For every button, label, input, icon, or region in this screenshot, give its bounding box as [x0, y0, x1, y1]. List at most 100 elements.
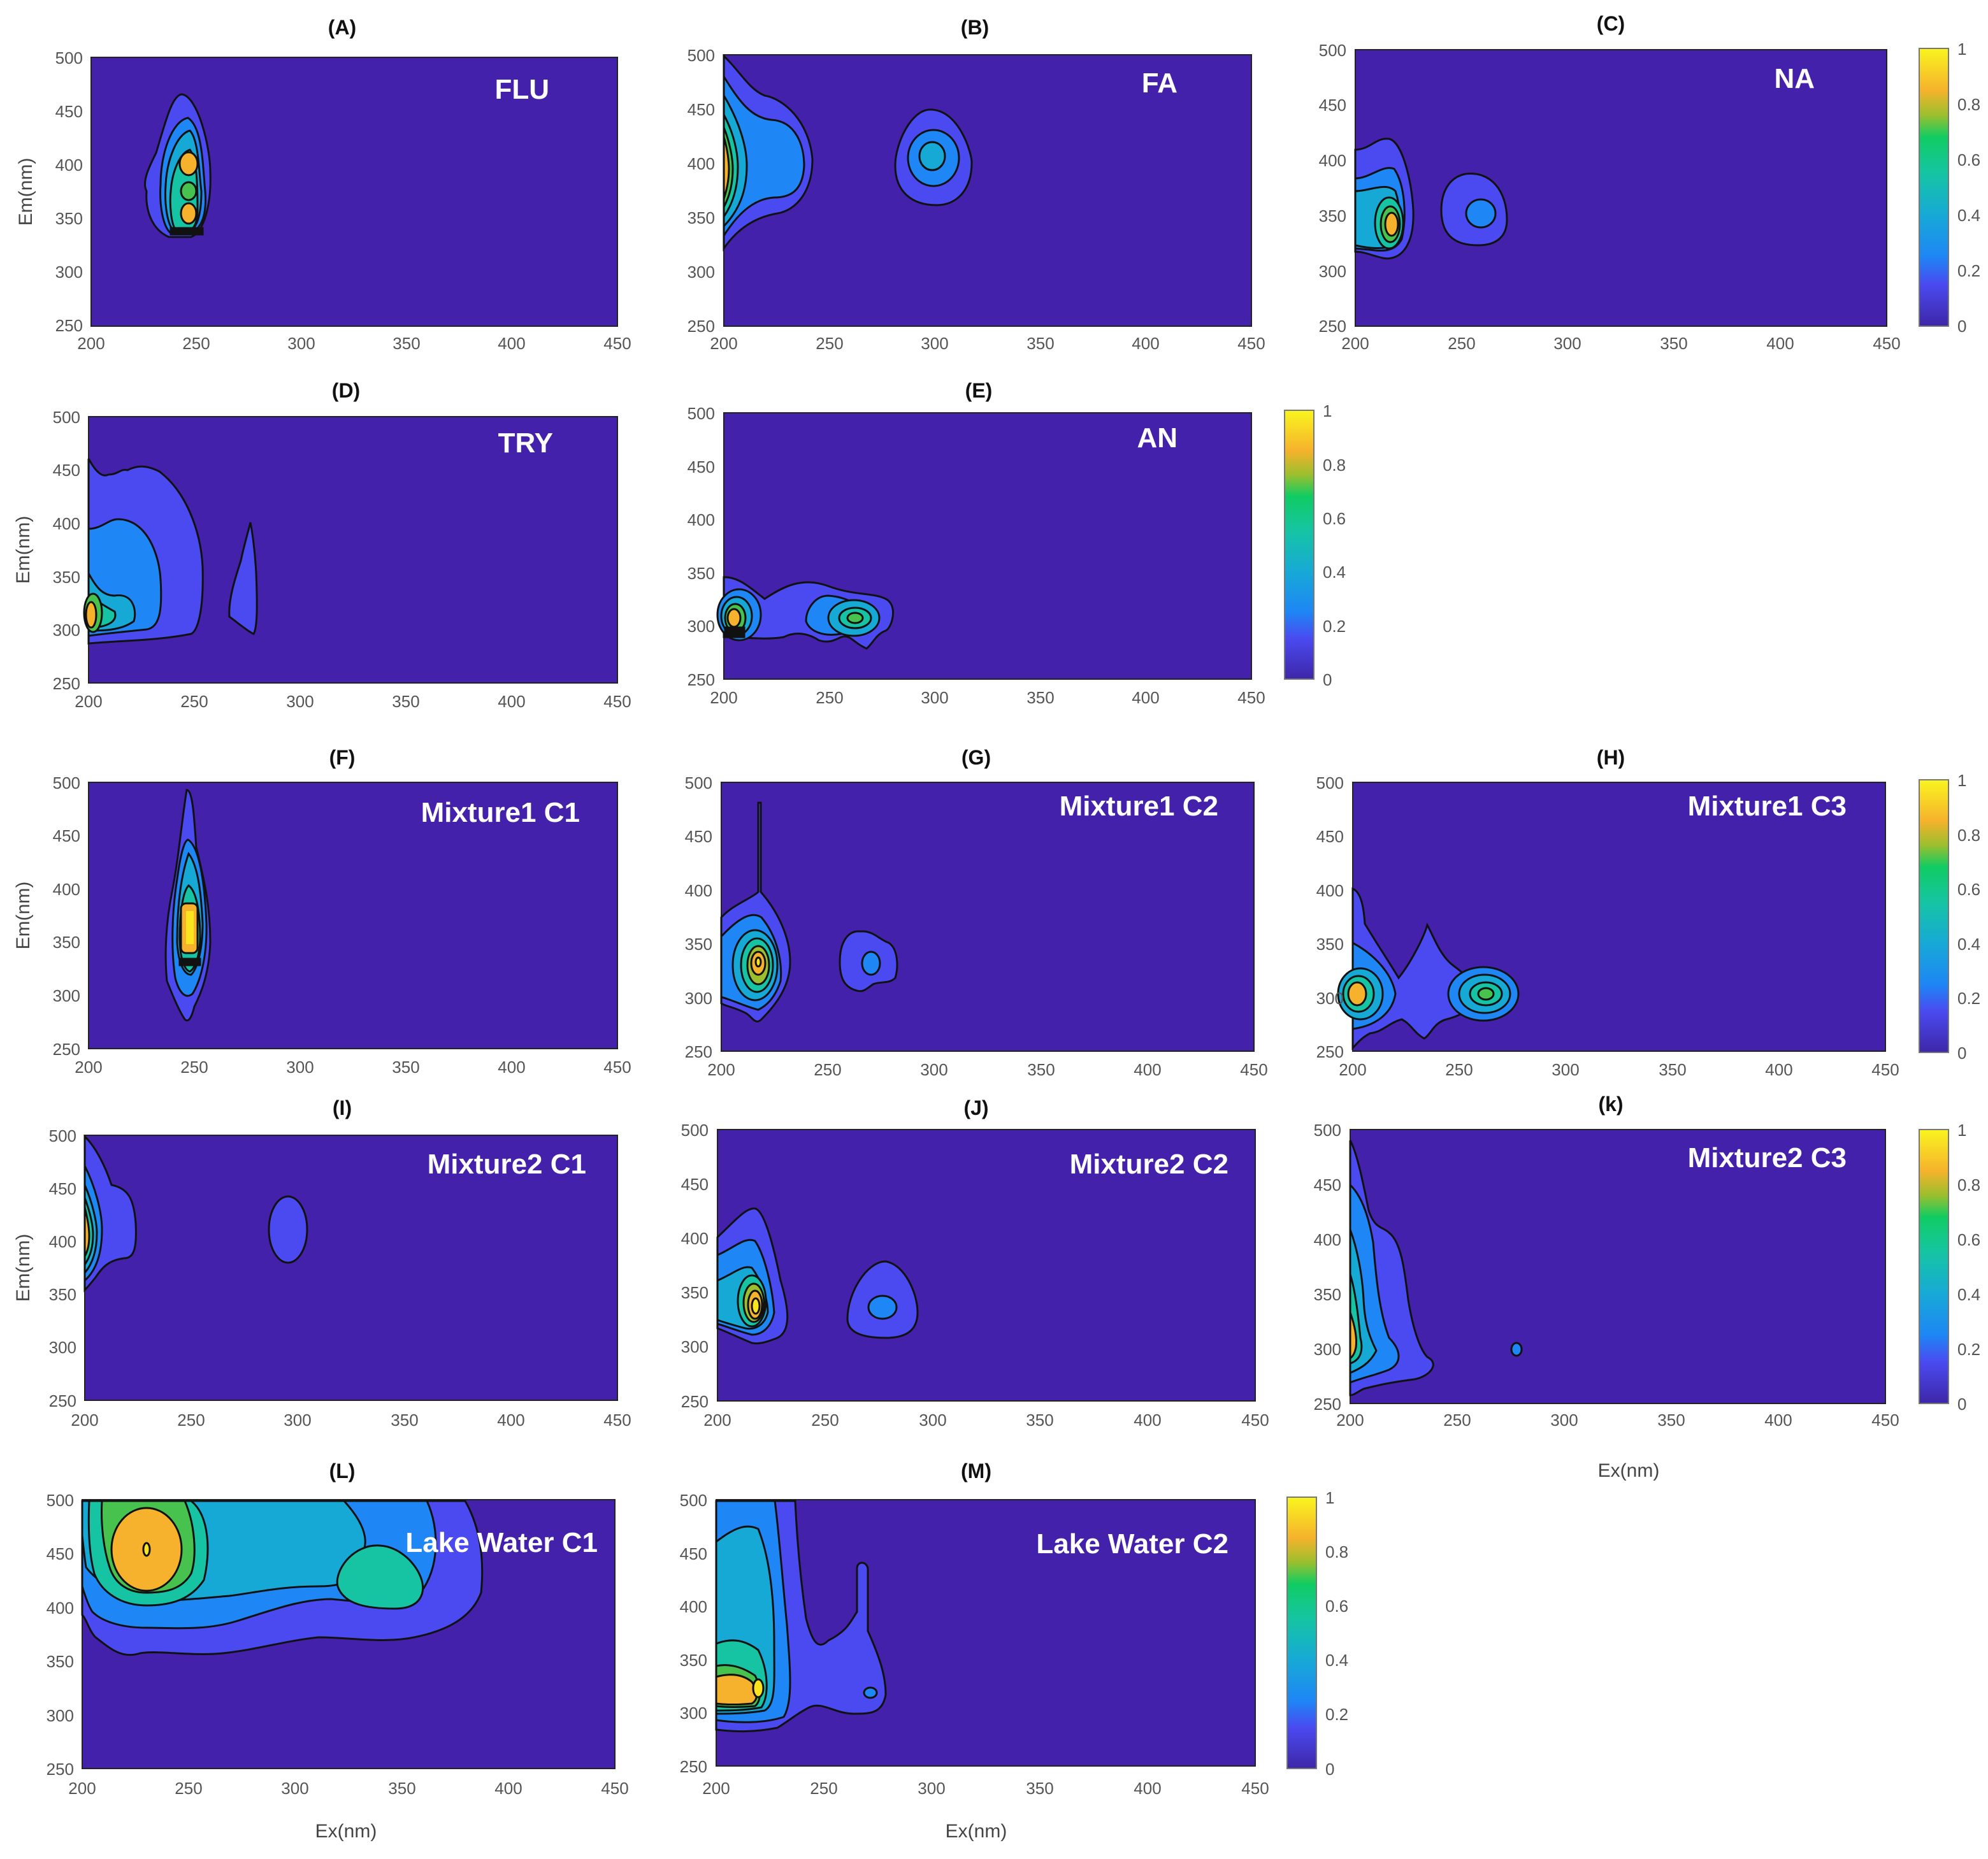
- svg-text:0.6: 0.6: [1957, 150, 1980, 169]
- svg-text:450: 450: [681, 1175, 709, 1194]
- svg-text:200: 200: [77, 334, 104, 353]
- panel-b: (B) FA 500 450 400 350 300 250 200 250 3…: [688, 16, 1265, 353]
- svg-text:250: 250: [811, 1410, 839, 1430]
- y-axis-label: Em(nm): [15, 158, 36, 226]
- svg-text:500: 500: [1314, 1121, 1341, 1140]
- svg-text:300: 300: [685, 989, 712, 1008]
- svg-text:400: 400: [498, 1058, 525, 1077]
- svg-text:250: 250: [180, 692, 208, 711]
- svg-text:300: 300: [284, 1410, 311, 1430]
- contours: [716, 576, 895, 650]
- svg-text:500: 500: [1316, 773, 1344, 793]
- svg-text:0.8: 0.8: [1957, 826, 1980, 845]
- svg-text:0.4: 0.4: [1325, 1651, 1348, 1670]
- svg-text:400: 400: [498, 334, 525, 353]
- panel-title: (C): [1597, 12, 1625, 35]
- panel-title: (B): [961, 16, 989, 39]
- panel-d: (D) TRY 500 450 400 350 300 250 200 250 …: [13, 379, 631, 711]
- svg-text:200: 200: [1339, 1060, 1366, 1079]
- svg-text:350: 350: [688, 208, 715, 227]
- svg-text:250: 250: [1314, 1395, 1341, 1414]
- svg-text:350: 350: [392, 692, 419, 711]
- panel-a: (A) FLU 500 450 400 350 300 250 200 250 …: [15, 16, 631, 353]
- svg-text:300: 300: [919, 1410, 946, 1430]
- svg-text:350: 350: [388, 1779, 415, 1798]
- component-label: Mixture2 C2: [1070, 1149, 1228, 1180]
- svg-text:450: 450: [1237, 688, 1265, 707]
- svg-text:0.6: 0.6: [1325, 1597, 1348, 1616]
- y-axis-label: Em(nm): [13, 1234, 34, 1302]
- svg-text:300: 300: [920, 1060, 947, 1079]
- x-ticks: 200 250 300 350 400 450: [71, 1410, 631, 1430]
- svg-text:450: 450: [680, 1544, 707, 1563]
- svg-text:300: 300: [921, 334, 948, 353]
- svg-text:350: 350: [1660, 334, 1687, 353]
- y-axis-label: Em(nm): [13, 516, 34, 584]
- svg-text:450: 450: [1319, 96, 1346, 115]
- svg-text:400: 400: [47, 1598, 74, 1618]
- colorbar-ticks: 1 0.8 0.6 0.4 0.2 0: [1957, 771, 1980, 1063]
- svg-text:300: 300: [1316, 989, 1344, 1008]
- svg-text:250: 250: [180, 1058, 208, 1077]
- svg-text:250: 250: [685, 1042, 712, 1061]
- colorbar-ticks: 1 0.8 0.6 0.4 0.2 0: [1323, 401, 1346, 689]
- svg-text:400: 400: [1314, 1230, 1341, 1249]
- x-ticks: 200 250 300 350 400 450: [75, 1058, 631, 1077]
- svg-text:200: 200: [68, 1779, 96, 1798]
- y-ticks: 500 450 400 350 300 250: [685, 773, 712, 1061]
- contours: [723, 54, 973, 252]
- x-ticks: 200 250 300 350 400 450: [77, 334, 631, 353]
- svg-text:1: 1: [1323, 401, 1332, 420]
- svg-text:300: 300: [286, 692, 313, 711]
- x-ticks: 200 250 300 350 400 450: [1341, 334, 1900, 353]
- svg-text:350: 350: [55, 209, 83, 228]
- svg-text:0.2: 0.2: [1957, 989, 1980, 1008]
- svg-text:300: 300: [918, 1779, 945, 1798]
- svg-text:400: 400: [1132, 334, 1159, 353]
- svg-text:1: 1: [1957, 771, 1966, 790]
- svg-text:300: 300: [53, 986, 80, 1005]
- svg-text:0: 0: [1957, 1044, 1966, 1063]
- panel-k: (k) Mixture2 C3 500 450 400 350 300 250 …: [1314, 1093, 1899, 1481]
- svg-text:250: 250: [55, 316, 83, 335]
- svg-text:400: 400: [49, 1232, 76, 1251]
- colorbar: 1 0.8 0.6 0.4 0.2 0: [1286, 1488, 1348, 1779]
- colorbar-ticks: 1 0.8 0.6 0.4 0.2 0: [1957, 1121, 1980, 1414]
- contours: [1337, 887, 1520, 1051]
- svg-text:400: 400: [1319, 151, 1346, 170]
- svg-text:450: 450: [1316, 827, 1344, 846]
- svg-text:250: 250: [182, 334, 210, 353]
- svg-text:500: 500: [53, 408, 80, 427]
- x-ticks: 200 250 300 350 400 450: [1336, 1410, 1899, 1430]
- svg-text:300: 300: [1319, 262, 1346, 281]
- svg-text:400: 400: [53, 514, 80, 533]
- svg-text:400: 400: [680, 1597, 707, 1616]
- x-ticks: 200 250 300 350 400 450: [710, 688, 1265, 707]
- svg-text:250: 250: [810, 1779, 837, 1798]
- x-ticks: 200 250 300 350 400 450: [710, 334, 1265, 353]
- svg-text:300: 300: [921, 688, 948, 707]
- svg-text:350: 350: [53, 933, 80, 952]
- panel-e: (E) AN 500 450 400 350 300 250 200 250 3…: [688, 379, 1265, 707]
- component-label: NA: [1774, 63, 1815, 94]
- svg-text:350: 350: [685, 935, 712, 954]
- y-axis-label: Em(nm): [13, 882, 34, 950]
- x-axis-label: Ex(nm): [1598, 1460, 1660, 1481]
- svg-text:500: 500: [685, 773, 712, 793]
- svg-text:400: 400: [1134, 1410, 1161, 1430]
- svg-text:0.4: 0.4: [1957, 935, 1980, 954]
- panel-title: (k): [1598, 1093, 1623, 1116]
- panel-c: (C) NA 500 450 400 350 300 250 200 250 3…: [1319, 12, 1901, 353]
- svg-text:450: 450: [53, 461, 80, 480]
- svg-text:300: 300: [1553, 334, 1581, 353]
- svg-text:200: 200: [702, 1779, 730, 1798]
- colorbar: 1 0.8 0.6 0.4 0.2 0: [1919, 39, 1980, 336]
- svg-text:0.2: 0.2: [1957, 1340, 1980, 1359]
- y-ticks: 500 450 400 350 300 250: [688, 404, 715, 689]
- svg-text:450: 450: [685, 827, 712, 846]
- svg-text:450: 450: [1871, 1060, 1899, 1079]
- svg-text:350: 350: [681, 1283, 709, 1302]
- svg-text:400: 400: [1132, 688, 1159, 707]
- svg-text:200: 200: [75, 1058, 102, 1077]
- svg-text:400: 400: [688, 154, 715, 173]
